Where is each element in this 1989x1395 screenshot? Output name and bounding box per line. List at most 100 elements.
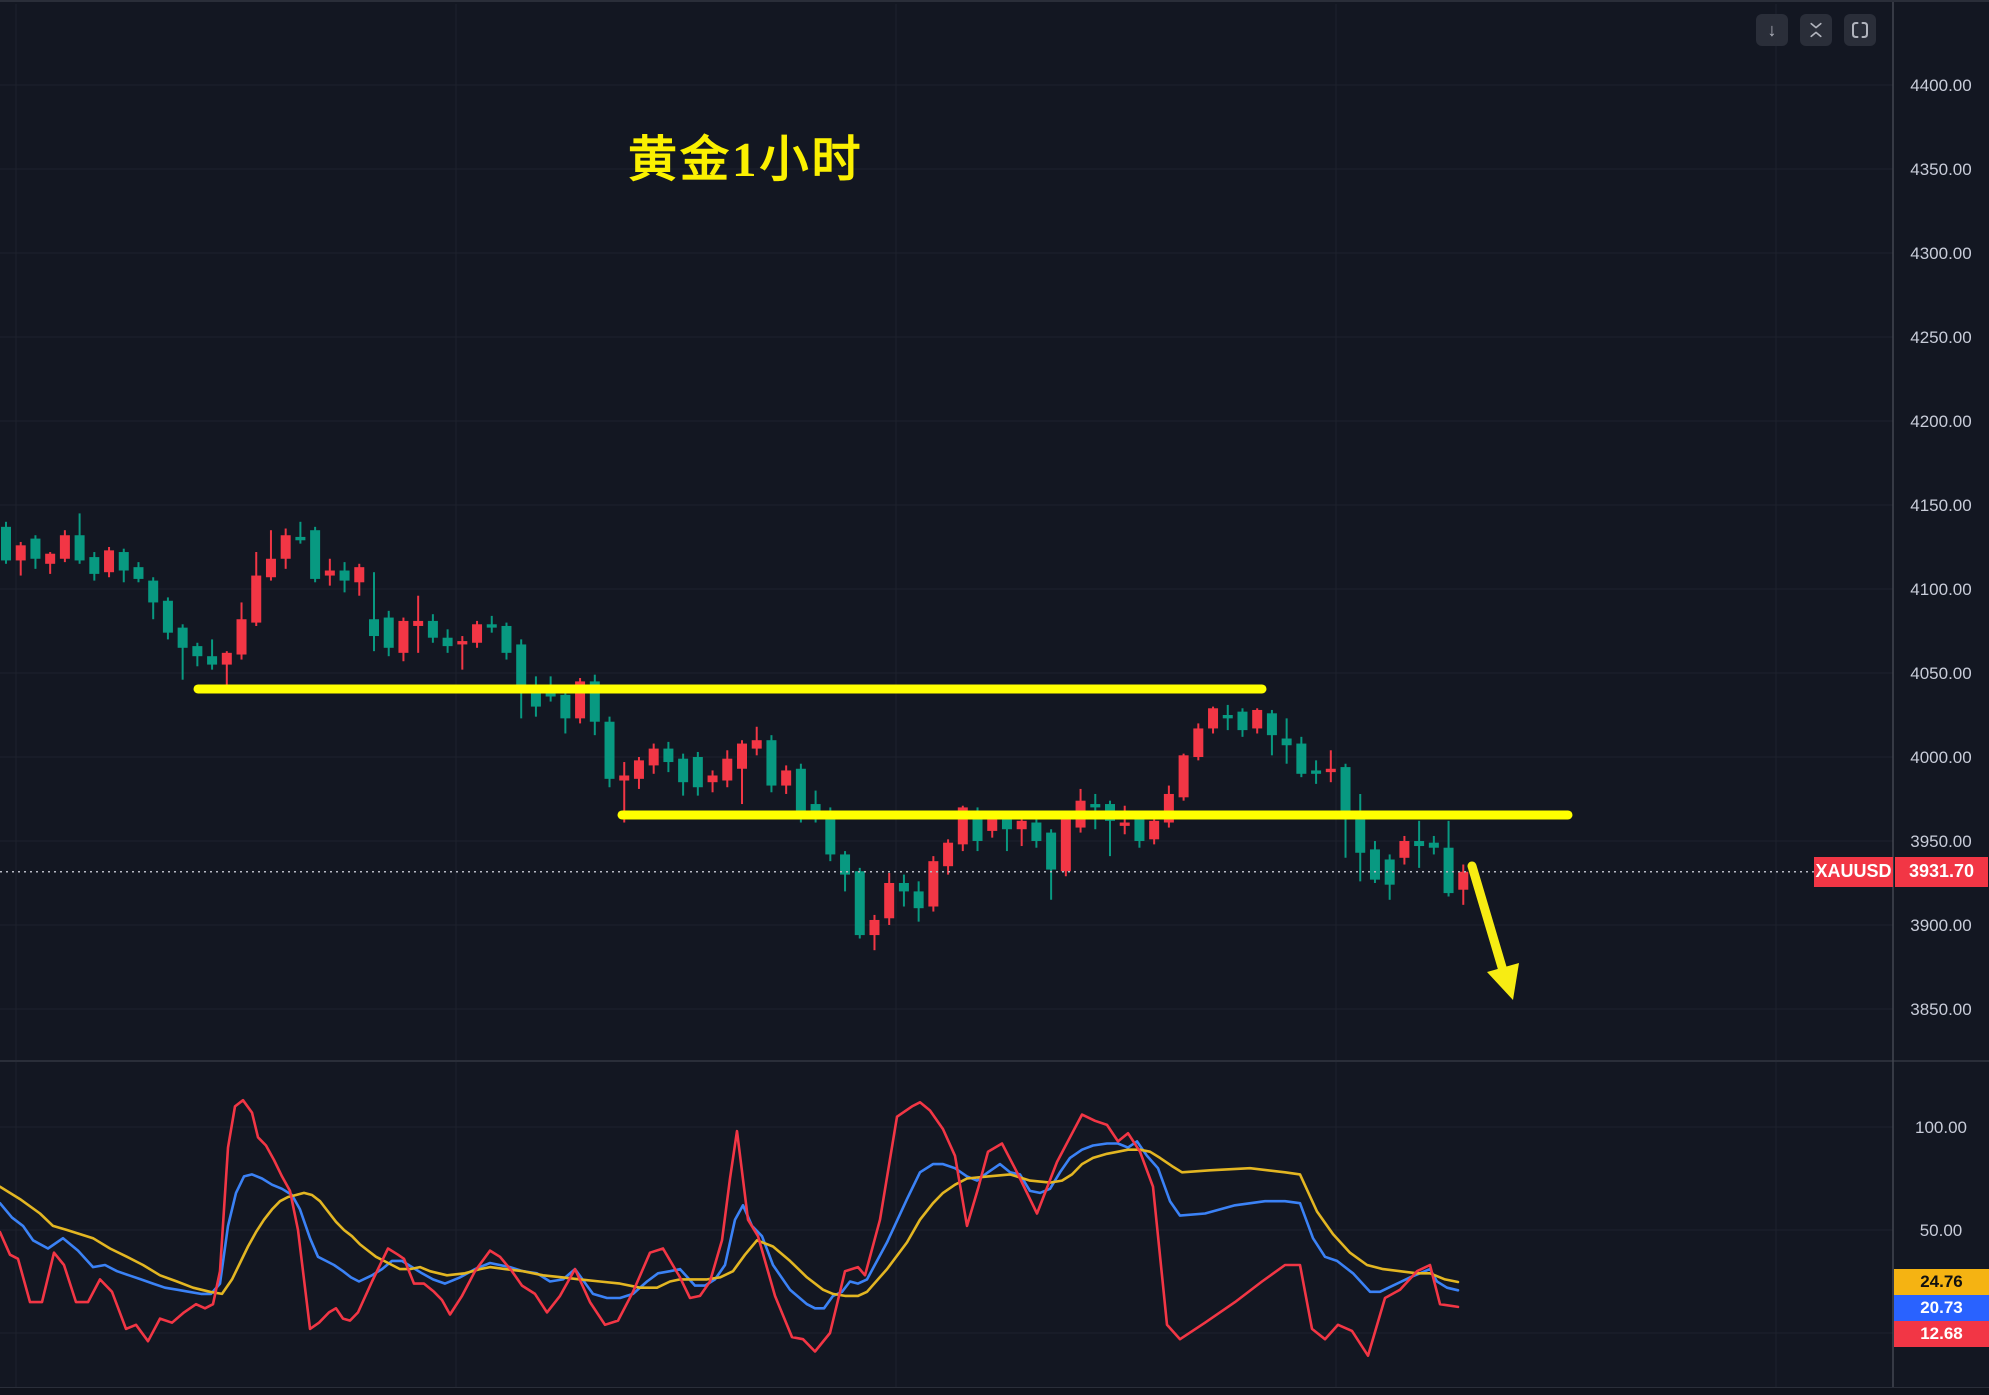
candle-body: [89, 557, 100, 574]
candle-body: [207, 656, 218, 665]
candle-body: [1266, 713, 1277, 736]
candle-body: [1443, 847, 1454, 894]
candle-body: [869, 919, 880, 936]
price-tick-label: 4350.00: [1910, 160, 1971, 179]
last-price-tag: 3931.70: [1895, 856, 1988, 887]
candle-body: [45, 553, 56, 564]
candle-body: [192, 646, 203, 657]
candle-body: [221, 652, 232, 665]
candle-body: [1311, 770, 1322, 774]
candle-body: [898, 883, 909, 892]
candle-body: [1325, 768, 1336, 773]
down-arrow-head: [1487, 963, 1519, 1000]
candle-body: [1, 526, 11, 561]
kdj-k-line: [0, 1148, 1460, 1298]
fullscreen-button[interactable]: [1844, 14, 1876, 46]
candle-body: [781, 770, 792, 786]
price-tick-label: 4100.00: [1910, 580, 1971, 599]
price-tick-label: 4000.00: [1910, 748, 1971, 767]
candle-body: [1178, 755, 1189, 798]
price-tick-label: 3950.00: [1910, 832, 1971, 851]
candle-body: [648, 748, 659, 766]
candle-body: [1134, 819, 1145, 841]
candle-body: [1163, 793, 1174, 823]
candle-body: [913, 891, 924, 909]
candle-body: [766, 740, 777, 786]
candle-body: [369, 619, 379, 637]
candle-body: [457, 641, 468, 645]
candle-body: [854, 871, 865, 936]
candle-body: [1119, 822, 1130, 826]
candle-body: [59, 535, 70, 559]
candle-body: [1149, 820, 1160, 840]
candle-body: [1458, 871, 1469, 890]
candle-body: [516, 644, 527, 687]
time-axis[interactable]: [0, 1387, 1989, 1395]
candle-body: [148, 580, 159, 603]
candle-body: [236, 619, 247, 655]
candle-body: [354, 567, 365, 583]
candle-body: [486, 624, 497, 628]
candle-body: [795, 768, 806, 811]
candle-body: [442, 637, 453, 647]
candle-body: [810, 804, 821, 815]
candle-body: [1001, 819, 1012, 830]
candle-body: [324, 570, 335, 576]
candle-body: [530, 686, 541, 707]
candle-body: [1296, 743, 1307, 774]
candle-body: [633, 760, 644, 779]
candle-body: [1340, 767, 1351, 813]
candle-body: [1090, 804, 1101, 808]
kdj-k-value-tag: 24.76: [1894, 1268, 1989, 1295]
candle-body: [987, 819, 998, 831]
collapse-panes-button[interactable]: [1800, 14, 1832, 46]
candle-body: [575, 681, 586, 719]
candle-body: [589, 681, 600, 722]
candle-body: [398, 620, 409, 653]
candle-body: [751, 740, 762, 749]
candle-body: [310, 530, 321, 579]
candle-body: [1046, 832, 1057, 870]
candle-body: [74, 535, 85, 561]
chart-title: 黄金1小时: [628, 132, 864, 187]
candle-body: [118, 552, 129, 571]
candle-body: [663, 748, 674, 763]
candle-body: [928, 861, 939, 907]
candle-body: [1016, 820, 1027, 830]
price-tick-label: 4250.00: [1910, 328, 1971, 347]
down-arrow-shaft: [1467, 861, 1509, 979]
candle-body: [825, 814, 836, 855]
candle-body: [972, 817, 983, 841]
price-tick-label: 3900.00: [1910, 916, 1971, 935]
candle-body: [722, 758, 733, 781]
candle-body: [104, 550, 115, 573]
candle-body: [692, 757, 703, 788]
price-tick-label: 4050.00: [1910, 664, 1971, 683]
candle-body: [177, 627, 188, 648]
candle-body: [884, 883, 895, 919]
symbol-price-tag: XAUUSD: [1814, 856, 1893, 887]
candle-body: [1355, 815, 1366, 853]
candle-body: [737, 743, 747, 769]
candle-body: [678, 758, 689, 783]
kdj-tick-label: 100.00: [1915, 1118, 1967, 1137]
candle-body: [1060, 814, 1071, 872]
candle-body: [604, 721, 615, 779]
candle-body: [707, 775, 718, 783]
candle-body: [383, 617, 394, 648]
price-tick-label: 4300.00: [1910, 244, 1971, 263]
candle-body: [251, 575, 262, 623]
kdj-j-value-tag: 12.68: [1894, 1320, 1989, 1347]
candle-body: [1369, 849, 1380, 880]
kdj-d-value-tag: 20.73: [1894, 1294, 1989, 1321]
candle-body: [1208, 708, 1219, 729]
candle-body: [943, 842, 954, 867]
download-button[interactable]: ↓: [1756, 14, 1788, 46]
candle-body: [280, 535, 291, 559]
kdj-d-line: [0, 1140, 1460, 1310]
candle-body: [30, 538, 41, 559]
download-icon: ↓: [1767, 19, 1777, 40]
candle-body: [1193, 728, 1204, 757]
